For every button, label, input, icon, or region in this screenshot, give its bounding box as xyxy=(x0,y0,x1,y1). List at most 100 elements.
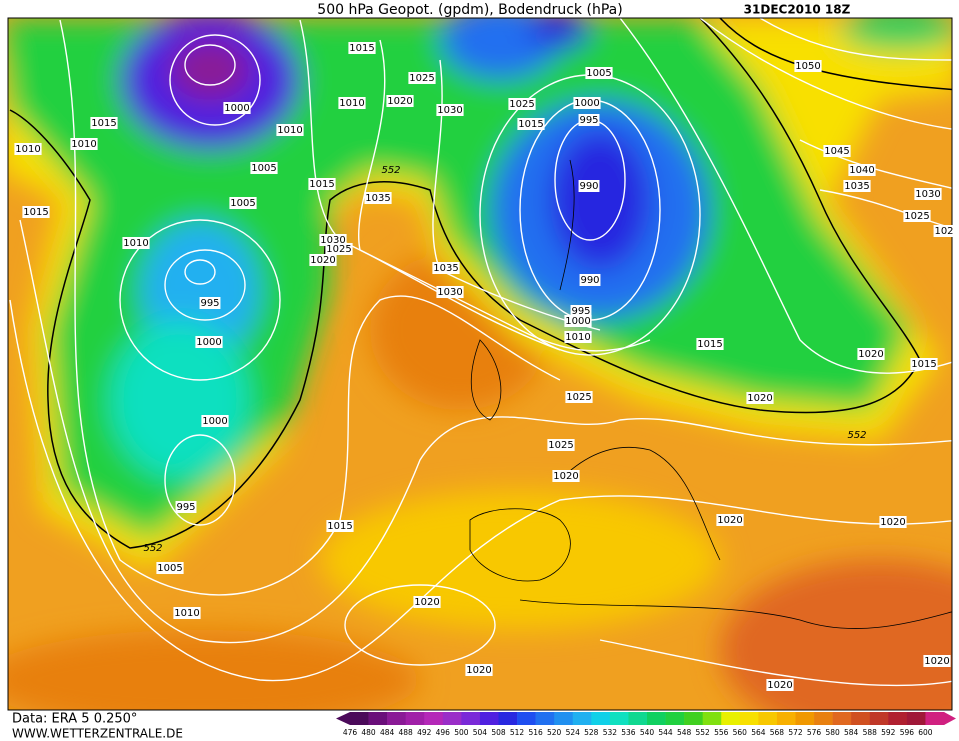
isobar-label: 1025 xyxy=(904,211,929,222)
label-background xyxy=(326,520,354,532)
label-background xyxy=(578,114,600,126)
isobar-label: 1030 xyxy=(437,105,462,116)
isobar-label: 1005 xyxy=(157,563,182,574)
legend-label: 556 xyxy=(714,728,729,737)
legend-swatch xyxy=(554,712,574,725)
isobar-label: 1020 xyxy=(387,96,412,107)
legend-swatch xyxy=(405,712,425,725)
label-background xyxy=(716,514,744,526)
legend-swatch xyxy=(609,712,629,725)
isobar-label: 1025 xyxy=(326,244,351,255)
label-background xyxy=(199,297,221,309)
isobar-label: 990 xyxy=(579,181,598,192)
legend-label: 488 xyxy=(399,728,414,737)
label-background xyxy=(338,97,366,109)
legend-label: 544 xyxy=(658,728,673,737)
isobar-label: 1000 xyxy=(574,98,599,109)
map-title: 500 hPa Geopot. (gpdm), Bodendruck (hPa) xyxy=(317,2,622,18)
label-background xyxy=(923,655,951,667)
isobar-label: 1010 xyxy=(339,98,364,109)
isobar-label-layer: 1015 1025 1010 1020 1030 1000 1010 1015 1010 1010… xyxy=(14,42,955,691)
legend-label: 568 xyxy=(770,728,785,737)
isobar-label: 995 xyxy=(200,298,219,309)
legend-swatch xyxy=(776,712,796,725)
isobar-label: 1015 xyxy=(91,118,116,129)
legend-swatch xyxy=(832,712,852,725)
label-background xyxy=(766,679,794,691)
isobar-label: 1025 xyxy=(409,73,434,84)
legend-swatch xyxy=(424,712,444,725)
isobar-label: 1000 xyxy=(565,316,590,327)
legend-swatch xyxy=(888,712,908,725)
label-background xyxy=(229,197,257,209)
isobar-label: 1015 xyxy=(518,119,543,130)
legend-label: 560 xyxy=(733,728,748,737)
isobar-label: 1010 xyxy=(71,139,96,150)
legend-label: 564 xyxy=(751,728,766,737)
isobar-label: 1045 xyxy=(824,146,849,157)
legend-label: 580 xyxy=(825,728,840,737)
legend-label: 576 xyxy=(807,728,822,737)
legend-label: 592 xyxy=(881,728,896,737)
isobar-label: 1020 xyxy=(310,255,335,266)
label-background xyxy=(848,164,876,176)
legend-swatch xyxy=(702,712,722,725)
legend-swatch xyxy=(906,712,926,725)
isobar-label: 102 xyxy=(934,226,953,237)
label-background xyxy=(223,102,251,114)
isobar-label: 1025 xyxy=(566,392,591,403)
isobar-label: 1000 xyxy=(196,337,221,348)
isobar-label: 1020 xyxy=(717,515,742,526)
label-background xyxy=(250,162,278,174)
contour-552-label: 552 xyxy=(847,430,866,441)
legend-label: 572 xyxy=(788,728,803,737)
label-background xyxy=(386,95,414,107)
label-background xyxy=(578,180,600,192)
legend-swatch xyxy=(851,712,871,725)
label-background xyxy=(508,98,536,110)
isobar-label: 1035 xyxy=(844,181,869,192)
label-background xyxy=(585,67,613,79)
legend-label: 520 xyxy=(547,728,562,737)
isobar-label: 1010 xyxy=(15,144,40,155)
label-background xyxy=(579,274,601,286)
isobar-label: 1010 xyxy=(277,125,302,136)
legend-label: 548 xyxy=(677,728,692,737)
label-background xyxy=(175,501,197,513)
legend-label: 600 xyxy=(918,728,933,737)
label-background xyxy=(552,470,580,482)
isobar-label: 1010 xyxy=(123,238,148,249)
legend-swatch xyxy=(461,712,481,725)
legend-swatch xyxy=(387,712,406,725)
map-frame xyxy=(7,17,953,711)
legend-label: 496 xyxy=(436,728,451,737)
isobar-label: 1020 xyxy=(880,517,905,528)
isobar-label: 1000 xyxy=(224,103,249,114)
isobar-label: 995 xyxy=(579,115,598,126)
contour-552 xyxy=(9,18,921,549)
label-background xyxy=(325,243,353,255)
isobar-label: 1050 xyxy=(795,61,820,72)
legend-label: 516 xyxy=(528,728,543,737)
legend-swatch xyxy=(665,712,685,725)
isobar-label: 1015 xyxy=(697,339,722,350)
legend-label: 492 xyxy=(417,728,432,737)
isobar-label: 1000 xyxy=(202,416,227,427)
isobar-label: 1030 xyxy=(437,287,462,298)
isobar-label: 1020 xyxy=(767,680,792,691)
isobar-label: 1005 xyxy=(230,198,255,209)
label-background xyxy=(408,72,436,84)
label-background xyxy=(573,97,601,109)
isobar-label: 1025 xyxy=(509,99,534,110)
legend-label: 588 xyxy=(863,728,878,737)
label-background xyxy=(173,607,201,619)
label-background xyxy=(564,315,592,327)
legend-swatch xyxy=(535,712,555,725)
isobar-label: 1005 xyxy=(586,68,611,79)
legend-swatch xyxy=(572,712,592,725)
legend-swatch xyxy=(368,712,388,725)
label-background xyxy=(432,262,460,274)
isobar-label: 1015 xyxy=(327,521,352,532)
label-background xyxy=(308,178,336,190)
